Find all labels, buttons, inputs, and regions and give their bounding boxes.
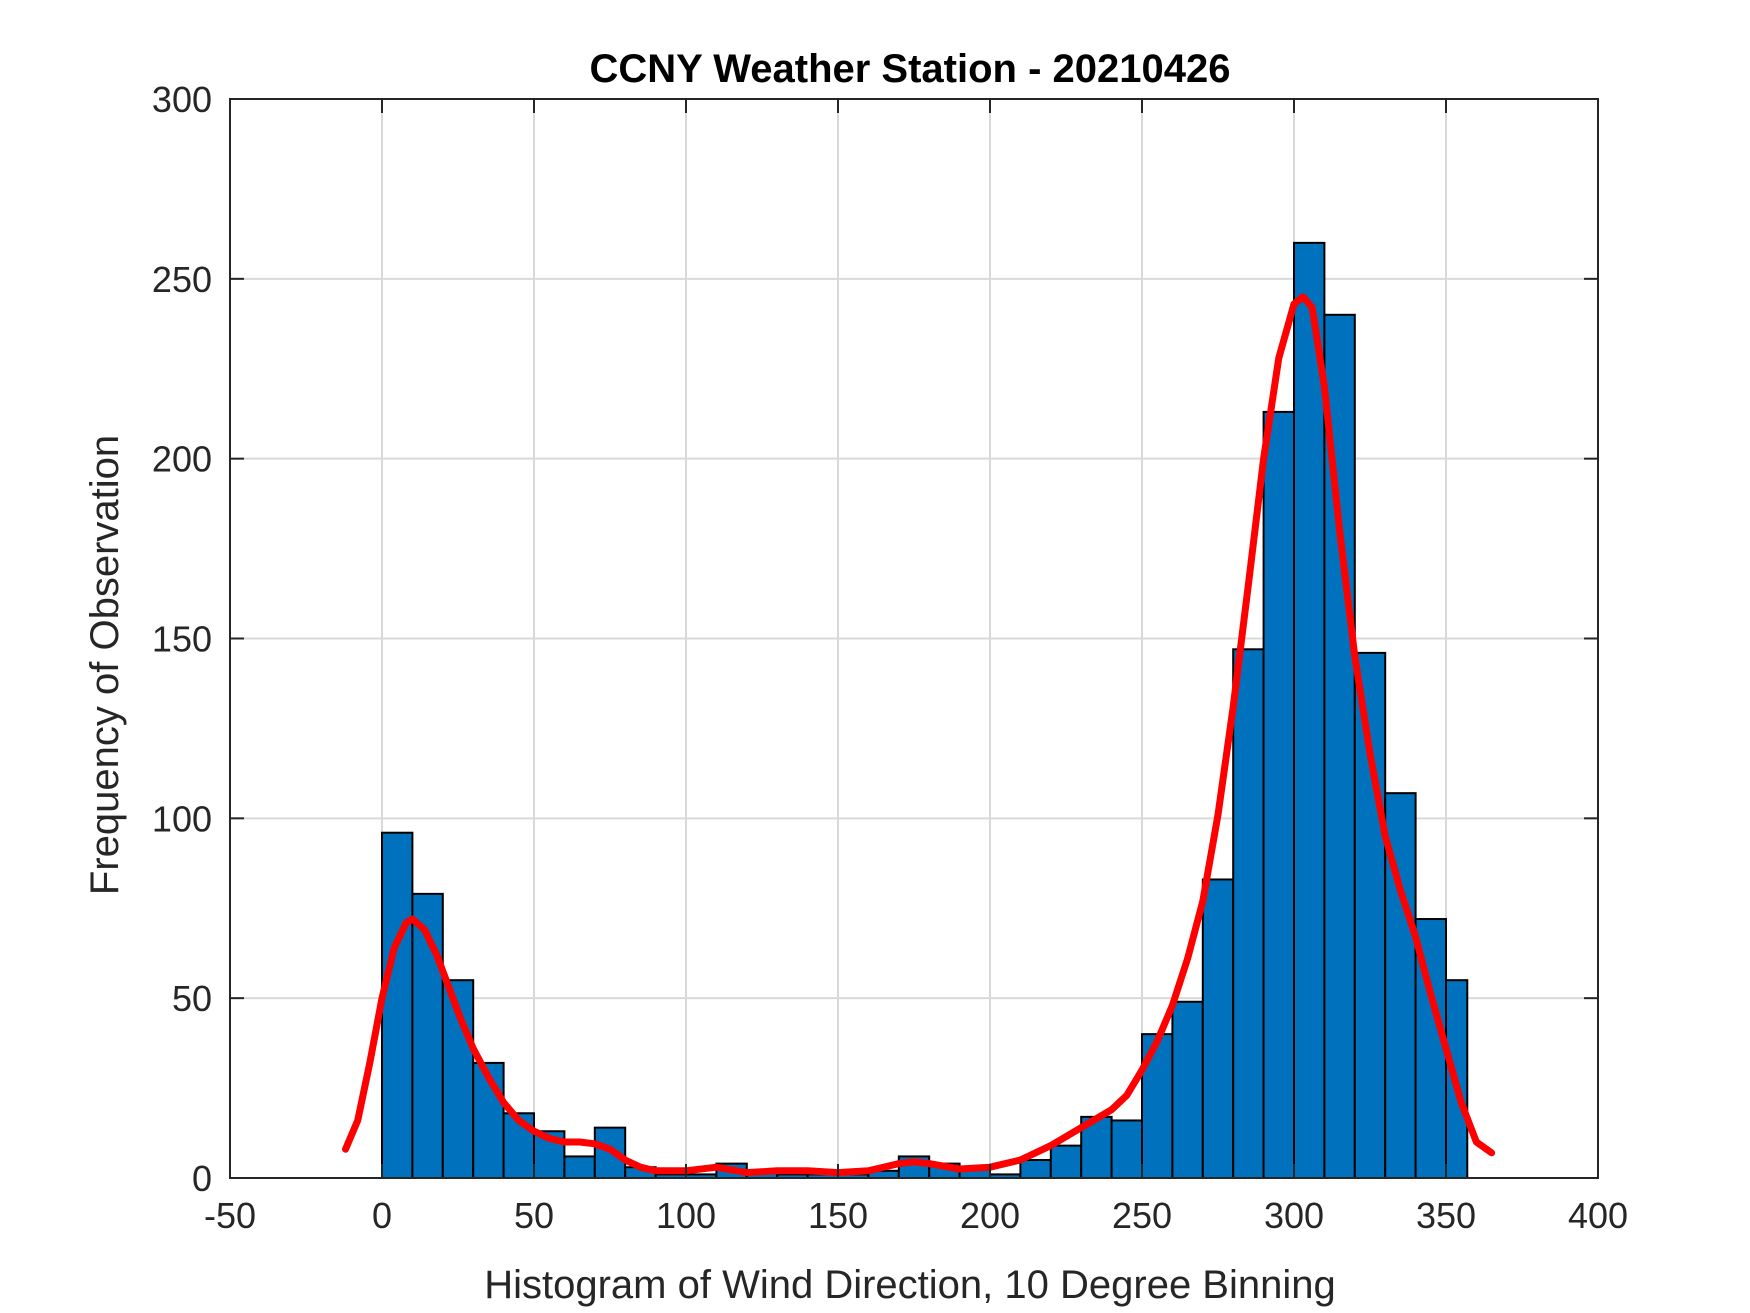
- histogram-bar: [1110, 1119, 1143, 1180]
- histogram-bar: [1293, 241, 1326, 1180]
- x-tick-label: 150: [808, 1195, 868, 1236]
- y-tick-labels: 0 50 100 150 200 250 300: [152, 79, 212, 1199]
- y-tick-label: 150: [152, 619, 212, 660]
- x-tick-label: -50: [204, 1195, 256, 1236]
- x-tick-label: 100: [656, 1195, 716, 1236]
- x-tick-label: 200: [960, 1195, 1020, 1236]
- histogram-bar: [1262, 410, 1295, 1180]
- y-tick-label: 0: [192, 1158, 212, 1199]
- fit-curve: [342, 293, 1496, 1177]
- histogram-bar: [1171, 1000, 1204, 1179]
- y-axis-label: Frequency of Observation: [83, 435, 127, 895]
- y-tick-label: 100: [152, 798, 212, 839]
- histogram-bar: [563, 1155, 596, 1180]
- x-tick-labels: -50 0 50 100 150 200 250 300 350 400: [204, 1195, 1628, 1236]
- y-tick-label: 300: [152, 79, 212, 120]
- y-tick-label: 50: [172, 978, 212, 1019]
- y-tick-label: 200: [152, 439, 212, 480]
- histogram-bar: [381, 831, 414, 1179]
- x-tick-label: 300: [1264, 1195, 1324, 1236]
- x-tick-label: 50: [514, 1195, 554, 1236]
- x-tick-label: 350: [1416, 1195, 1476, 1236]
- y-tick-label: 250: [152, 259, 212, 300]
- histogram-bar: [1049, 1144, 1083, 1180]
- x-tick-label: 400: [1568, 1195, 1628, 1236]
- chart-title: CCNY Weather Station - 20210426: [590, 47, 1231, 91]
- x-tick-label: 0: [372, 1195, 392, 1236]
- x-tick-label: 250: [1112, 1195, 1172, 1236]
- histogram-bar: [1201, 878, 1235, 1180]
- histogram-bar: [1019, 1159, 1052, 1180]
- axis-ticks: [229, 98, 1599, 1179]
- x-axis-label: Histogram of Wind Direction, 10 Degree B…: [484, 1263, 1336, 1307]
- histogram-bar: [1232, 648, 1265, 1179]
